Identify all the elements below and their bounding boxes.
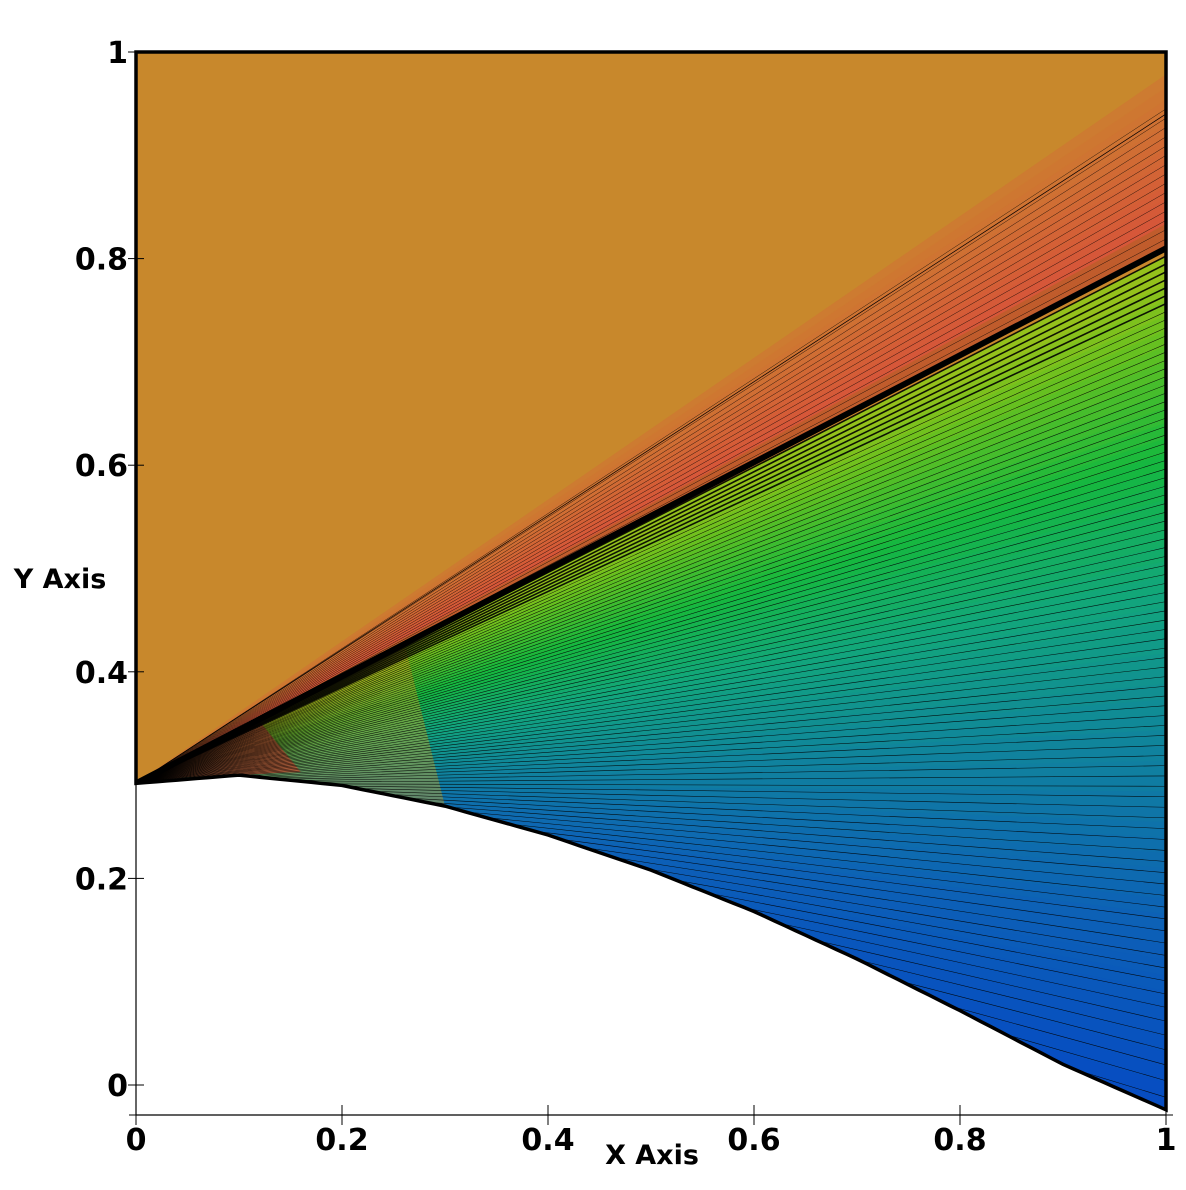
contour-line — [136, 155, 1166, 784]
contour-line — [136, 192, 1166, 784]
contour-line — [136, 745, 1166, 784]
contour-line — [136, 392, 1166, 784]
contour-line — [136, 494, 1166, 784]
y-tick-label: 0 — [107, 1069, 128, 1104]
contour-line — [136, 417, 1166, 784]
y-tick-label: 0.8 — [75, 243, 128, 278]
contour-line — [136, 335, 1166, 784]
contour-line — [136, 601, 1166, 784]
x-tick-label: 0.4 — [521, 1123, 574, 1158]
axes: 0 0.2 0.4 0.6 0.8 1 0 0.2 0.4 0.6 0.8 1 — [75, 36, 1177, 1158]
contour-line — [136, 327, 1166, 784]
contour-line — [136, 238, 1166, 784]
contour-line — [136, 401, 1166, 784]
contour-line — [136, 647, 1166, 784]
contour-line — [136, 468, 1166, 784]
contour-line — [136, 286, 1166, 785]
contour-line — [136, 676, 1166, 784]
domain-boundary — [134, 50, 1168, 1113]
contour-line — [136, 547, 1166, 784]
shock-band — [136, 74, 1166, 784]
contour-line — [136, 210, 1166, 784]
contour-line — [136, 565, 1166, 784]
y-tick-label: 1 — [107, 36, 128, 71]
outer-wave-line — [136, 113, 1166, 784]
x-tick-label: 1 — [1156, 1123, 1177, 1158]
contour-line — [136, 715, 1166, 784]
shock-front-line — [136, 245, 1166, 787]
contour-line — [136, 443, 1166, 784]
x-tick-label: 0.2 — [315, 1123, 368, 1158]
contour-line — [136, 384, 1166, 784]
contour-line — [136, 117, 1166, 784]
contour-line — [136, 666, 1166, 784]
contour-line — [136, 376, 1166, 784]
contour-line — [136, 434, 1166, 784]
x-tick-label: 0 — [126, 1123, 147, 1158]
contour-line — [136, 136, 1166, 784]
contour-line — [136, 485, 1166, 784]
domain-outline — [134, 50, 1168, 1113]
contour-line — [136, 127, 1166, 784]
contour-line — [136, 368, 1166, 784]
contour-line — [136, 145, 1166, 784]
contour-line — [136, 319, 1166, 784]
contour-line — [136, 451, 1166, 784]
x-axis-title: X Axis — [605, 1140, 699, 1171]
contour-line — [136, 294, 1166, 785]
contour-line — [136, 311, 1166, 784]
contour-line — [136, 343, 1166, 784]
contour-line — [136, 685, 1166, 784]
contour-line — [136, 520, 1166, 784]
contour-line — [136, 201, 1166, 784]
contour-line — [136, 220, 1166, 784]
y-tick-label: 0.4 — [75, 656, 128, 691]
contour-line — [136, 629, 1166, 784]
y-tick-label: 0.2 — [75, 862, 128, 897]
contour-line — [136, 164, 1166, 784]
contour-line — [136, 302, 1166, 785]
contour-line — [136, 477, 1166, 784]
contour-line — [136, 619, 1166, 784]
x-tick-label: 0.6 — [727, 1123, 780, 1158]
contour-line — [136, 182, 1166, 784]
contour-line — [136, 735, 1166, 784]
contour-line — [136, 538, 1166, 784]
contour-line — [136, 705, 1166, 784]
contour-line — [136, 556, 1166, 784]
contour-line — [136, 271, 1166, 785]
contour-line — [136, 511, 1166, 784]
contour-line — [136, 755, 1166, 784]
contour-line — [136, 657, 1166, 784]
contour-line — [136, 359, 1166, 784]
contour-line — [136, 695, 1166, 784]
contour-line — [136, 426, 1166, 784]
contour-line — [136, 351, 1166, 784]
contour-line — [136, 725, 1166, 784]
contour-line — [136, 574, 1166, 784]
contour-line — [136, 610, 1166, 784]
contour-line — [136, 638, 1166, 784]
contour-line — [136, 108, 1166, 784]
contour-line — [136, 592, 1166, 784]
contour-line — [136, 409, 1166, 784]
contour-line — [136, 503, 1166, 784]
contour-line — [136, 173, 1166, 784]
y-tick-label: 0.6 — [75, 449, 128, 484]
contour-line — [136, 279, 1166, 785]
contour-line — [136, 529, 1166, 784]
contour-line — [136, 460, 1166, 784]
contour-line — [136, 583, 1166, 784]
y-axis-title: Y Axis — [13, 564, 107, 595]
x-tick-label: 0.8 — [933, 1123, 986, 1158]
contour-line — [136, 229, 1166, 784]
